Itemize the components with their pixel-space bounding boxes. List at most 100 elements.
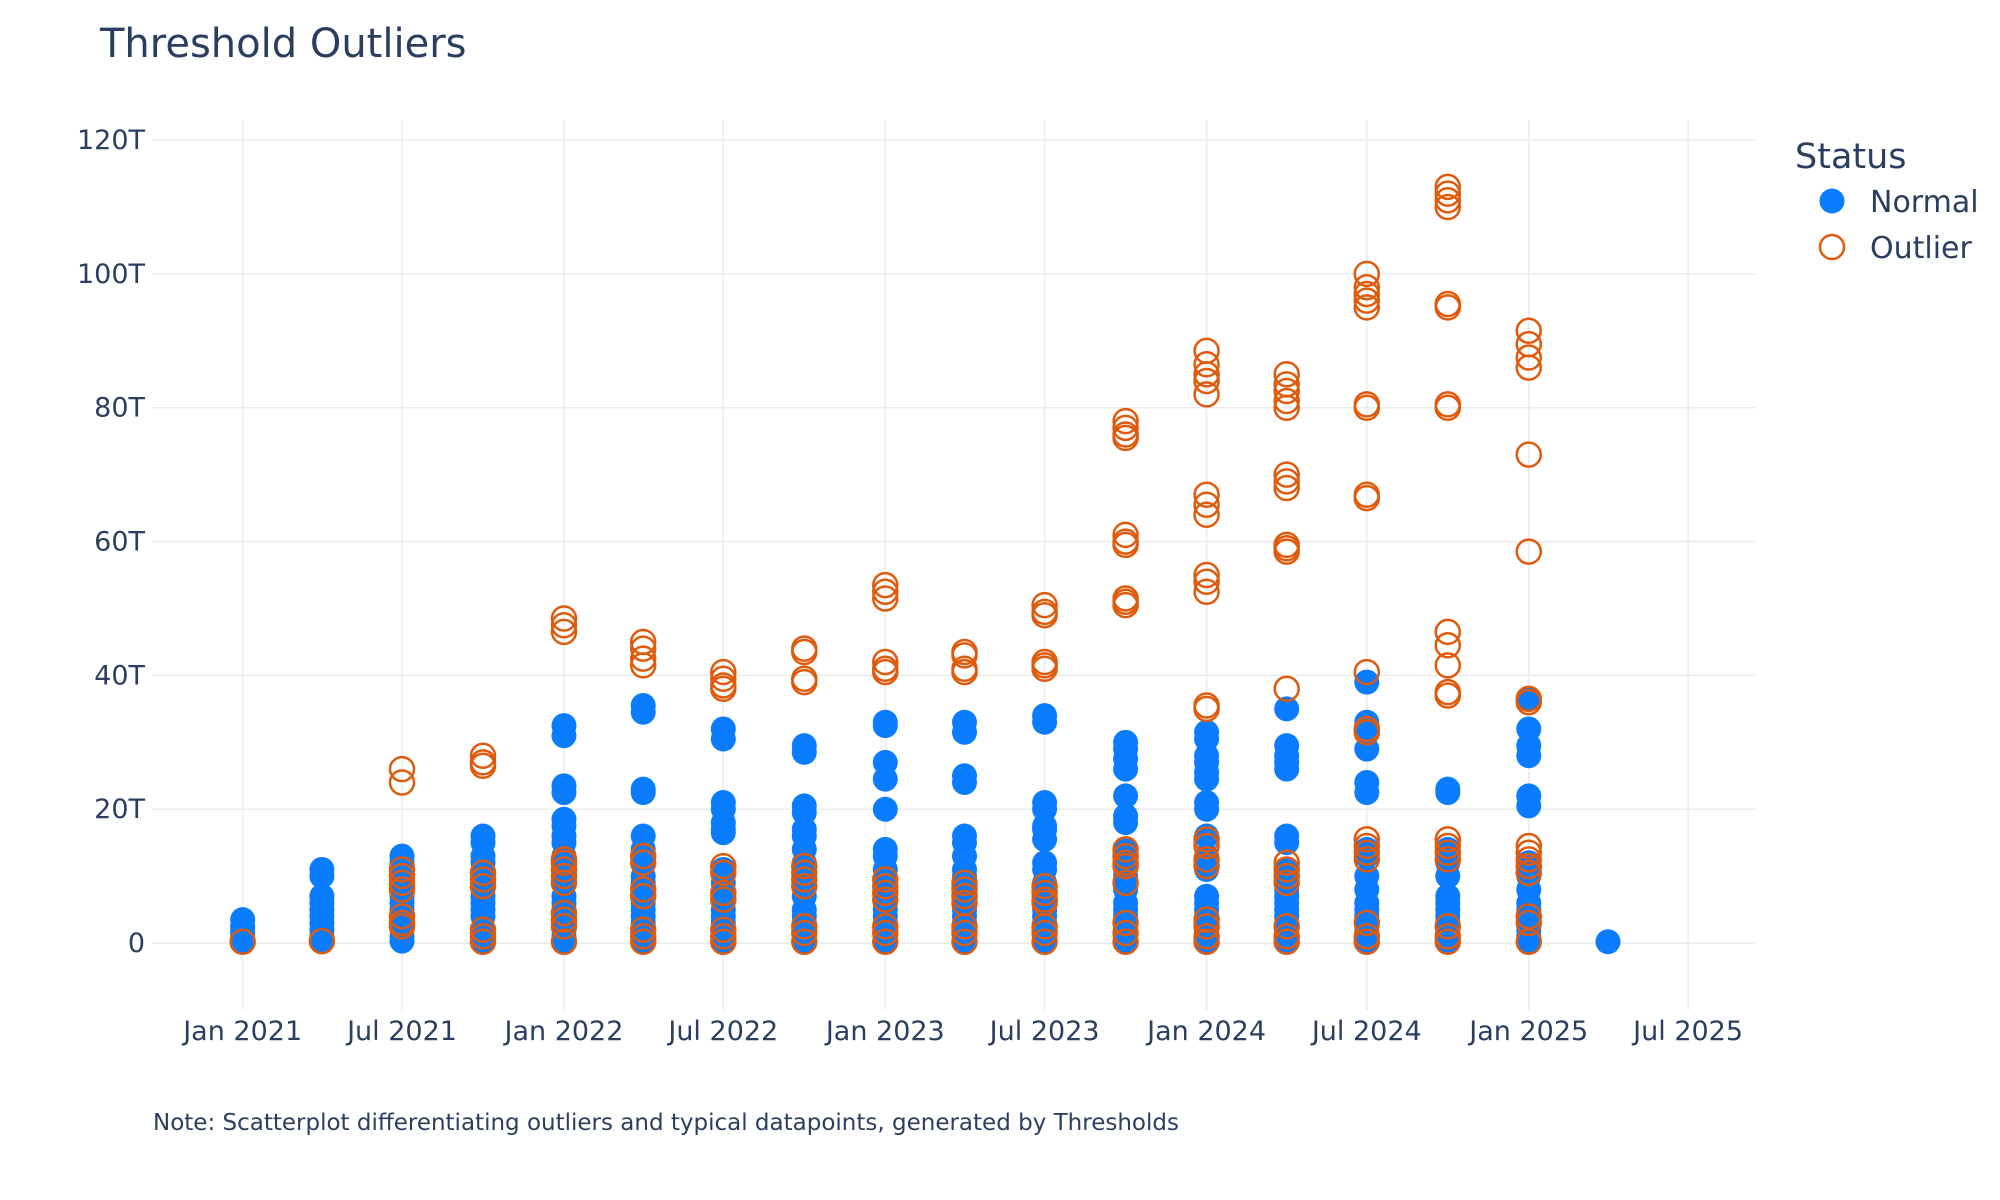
point-outlier bbox=[1434, 632, 1462, 659]
point-outlier bbox=[1112, 928, 1139, 955]
point-outlier bbox=[1193, 832, 1220, 860]
point-outlier bbox=[1031, 913, 1058, 940]
point-normal bbox=[1113, 756, 1139, 782]
point-outlier bbox=[791, 866, 818, 893]
point-outlier bbox=[1193, 695, 1220, 723]
point-outlier bbox=[1273, 856, 1300, 883]
point-outlier bbox=[710, 859, 737, 887]
point-outlier bbox=[710, 852, 737, 880]
point-outlier bbox=[1193, 852, 1220, 880]
point-outlier bbox=[388, 876, 416, 903]
point-normal bbox=[551, 723, 577, 749]
point-normal bbox=[1516, 793, 1542, 819]
legend[interactable]: Status Normal Outlier bbox=[1795, 137, 1979, 266]
point-normal bbox=[1113, 810, 1139, 836]
point-normal bbox=[710, 820, 736, 846]
point-outlier bbox=[388, 903, 416, 930]
point-outlier bbox=[1353, 909, 1381, 937]
data-points bbox=[229, 173, 1621, 955]
point-outlier bbox=[1193, 381, 1220, 408]
point-outlier bbox=[1434, 682, 1462, 709]
point-outlier bbox=[710, 916, 737, 943]
point-outlier bbox=[1434, 618, 1462, 646]
point-outlier bbox=[1515, 839, 1543, 866]
point-outlier bbox=[469, 752, 497, 780]
point-outlier bbox=[791, 928, 818, 955]
point-normal bbox=[952, 928, 978, 954]
point-outlier bbox=[388, 769, 416, 796]
point-normal bbox=[1516, 743, 1542, 769]
y-tick-label: 60T bbox=[94, 527, 145, 558]
point-outlier bbox=[388, 869, 416, 897]
point-outlier bbox=[1112, 842, 1139, 870]
point-outlier bbox=[710, 658, 737, 686]
point-outlier bbox=[1112, 869, 1139, 897]
series-outlier bbox=[229, 173, 1543, 955]
point-outlier bbox=[951, 928, 978, 955]
point-outlier bbox=[1273, 377, 1300, 405]
point-normal bbox=[872, 796, 898, 822]
point-normal bbox=[1113, 928, 1139, 954]
point-normal bbox=[1274, 696, 1300, 722]
point-outlier bbox=[1434, 193, 1462, 221]
point-outlier bbox=[1031, 928, 1058, 955]
point-outlier bbox=[951, 876, 978, 903]
legend-item-normal[interactable]: Normal bbox=[1819, 185, 1979, 220]
legend-item-outlier[interactable]: Outlier bbox=[1818, 231, 1973, 266]
point-outlier bbox=[629, 882, 657, 910]
point-outlier bbox=[629, 652, 657, 679]
point-outlier bbox=[1112, 424, 1139, 452]
point-outlier bbox=[1434, 832, 1462, 860]
point-normal bbox=[1194, 766, 1220, 792]
point-outlier bbox=[1353, 846, 1381, 873]
point-outlier bbox=[710, 928, 737, 955]
point-outlier bbox=[629, 916, 657, 943]
point-outlier bbox=[1273, 474, 1300, 502]
point-normal bbox=[630, 699, 656, 725]
point-outlier bbox=[710, 675, 737, 703]
point-outlier bbox=[1031, 879, 1058, 907]
point-outlier bbox=[1112, 919, 1139, 947]
point-normal bbox=[872, 713, 898, 739]
point-outlier bbox=[1353, 832, 1381, 860]
point-outlier bbox=[872, 571, 899, 599]
y-tick-label: 100T bbox=[77, 259, 146, 290]
point-outlier bbox=[1273, 928, 1300, 955]
point-outlier bbox=[1434, 846, 1462, 873]
point-normal bbox=[710, 726, 736, 752]
point-outlier bbox=[1273, 913, 1300, 940]
chart-title: Threshold Outliers bbox=[99, 21, 466, 67]
point-outlier bbox=[388, 913, 416, 940]
point-outlier bbox=[1112, 591, 1139, 619]
point-outlier bbox=[1434, 180, 1462, 207]
point-outlier bbox=[1515, 688, 1543, 716]
point-outlier bbox=[550, 618, 578, 646]
point-outlier bbox=[469, 916, 497, 943]
x-axis-ticks: Jan 2021 Jul 2021 Jan 2022 Jul 2022 Jan 2023… bbox=[181, 1016, 1743, 1047]
point-normal bbox=[1354, 669, 1380, 695]
point-normal bbox=[1032, 826, 1058, 852]
point-normal bbox=[1516, 928, 1542, 954]
point-outlier bbox=[791, 913, 818, 940]
point-outlier bbox=[1193, 481, 1220, 508]
point-outlier bbox=[1353, 260, 1381, 288]
point-normal bbox=[389, 928, 415, 954]
point-outlier bbox=[1434, 826, 1462, 853]
x-tick-label: Jul 2022 bbox=[666, 1016, 778, 1047]
point-outlier bbox=[1193, 568, 1220, 595]
point-outlier bbox=[1031, 919, 1058, 947]
legend-marker-outlier bbox=[1818, 233, 1846, 261]
x-tick-label: Jul 2025 bbox=[1631, 1016, 1743, 1047]
legend-label-normal: Normal bbox=[1870, 185, 1979, 220]
point-normal bbox=[230, 929, 256, 955]
point-outlier bbox=[229, 928, 256, 955]
point-outlier bbox=[550, 913, 578, 940]
y-tick-label: 0 bbox=[128, 928, 145, 959]
point-outlier bbox=[469, 872, 497, 900]
point-outlier bbox=[629, 876, 657, 903]
point-normal bbox=[1032, 709, 1058, 735]
point-outlier bbox=[951, 913, 978, 940]
point-outlier bbox=[1515, 903, 1543, 930]
point-outlier bbox=[951, 882, 978, 910]
